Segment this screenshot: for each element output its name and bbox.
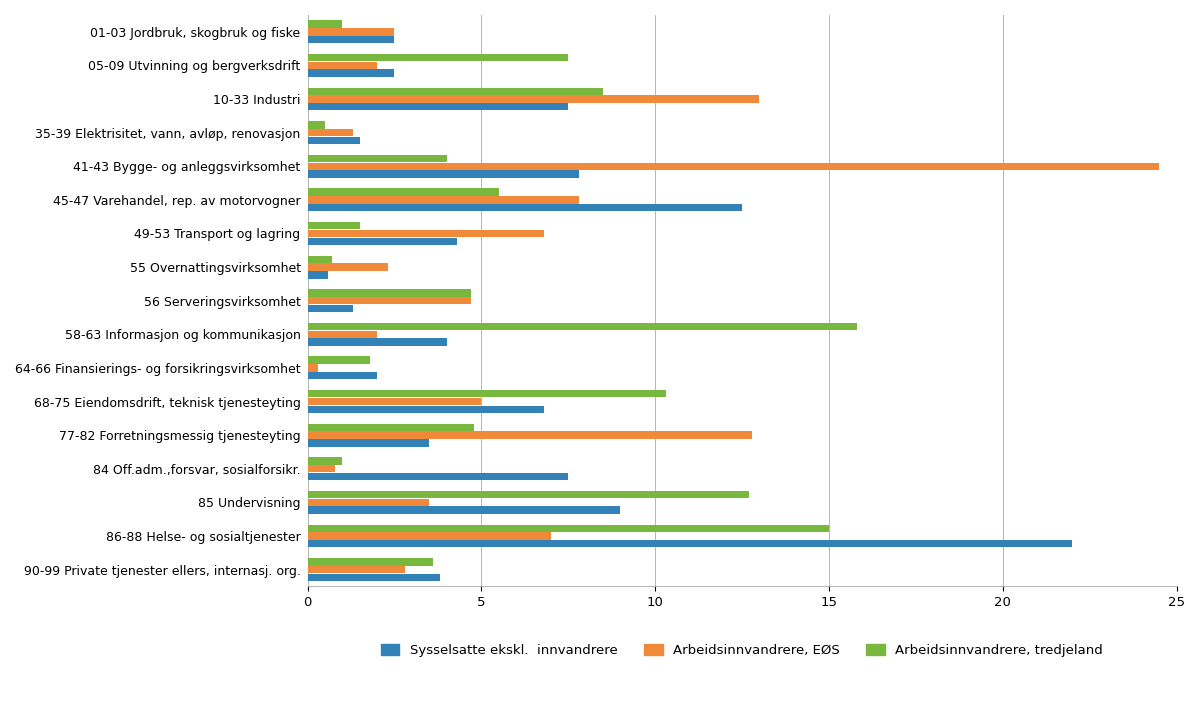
Bar bbox=[307, 540, 1073, 547]
Bar bbox=[307, 129, 353, 137]
Bar bbox=[307, 103, 569, 111]
Bar bbox=[307, 431, 752, 439]
Bar bbox=[307, 137, 360, 144]
Bar bbox=[307, 62, 377, 69]
Bar bbox=[307, 20, 342, 28]
Bar bbox=[307, 230, 544, 237]
Bar bbox=[307, 204, 742, 211]
Bar bbox=[307, 28, 395, 35]
Bar bbox=[307, 491, 749, 498]
Bar bbox=[307, 398, 481, 406]
Bar bbox=[307, 473, 569, 480]
Bar bbox=[307, 122, 325, 129]
Bar bbox=[307, 465, 335, 472]
Bar bbox=[307, 323, 857, 330]
Bar bbox=[307, 506, 620, 514]
Bar bbox=[307, 271, 329, 278]
Bar bbox=[307, 331, 377, 338]
Bar bbox=[307, 439, 430, 446]
Bar bbox=[307, 96, 760, 103]
Bar bbox=[307, 155, 446, 162]
Bar bbox=[307, 406, 544, 413]
Bar bbox=[307, 558, 433, 566]
Bar bbox=[307, 263, 388, 271]
Bar bbox=[307, 574, 439, 581]
Bar bbox=[307, 162, 1159, 170]
Bar bbox=[307, 36, 395, 43]
Bar bbox=[307, 170, 578, 178]
Legend: Sysselsatte ekskl.  innvandrere, Arbeidsinnvandrere, EØS, Arbeidsinnvandrere, tr: Sysselsatte ekskl. innvandrere, Arbeidsi… bbox=[376, 638, 1109, 662]
Bar bbox=[307, 390, 666, 398]
Bar bbox=[307, 237, 457, 245]
Bar bbox=[307, 88, 604, 95]
Bar bbox=[307, 532, 551, 540]
Bar bbox=[307, 305, 353, 312]
Bar bbox=[307, 188, 499, 196]
Bar bbox=[307, 499, 430, 506]
Bar bbox=[307, 70, 395, 77]
Bar bbox=[307, 423, 474, 431]
Bar bbox=[307, 372, 377, 380]
Bar bbox=[307, 457, 342, 464]
Bar bbox=[307, 256, 332, 263]
Bar bbox=[307, 222, 360, 229]
Bar bbox=[307, 525, 829, 532]
Bar bbox=[307, 54, 569, 61]
Bar bbox=[307, 365, 318, 372]
Bar bbox=[307, 357, 370, 364]
Bar bbox=[307, 297, 470, 304]
Bar bbox=[307, 566, 404, 573]
Bar bbox=[307, 289, 470, 297]
Bar bbox=[307, 339, 446, 346]
Bar bbox=[307, 196, 578, 203]
